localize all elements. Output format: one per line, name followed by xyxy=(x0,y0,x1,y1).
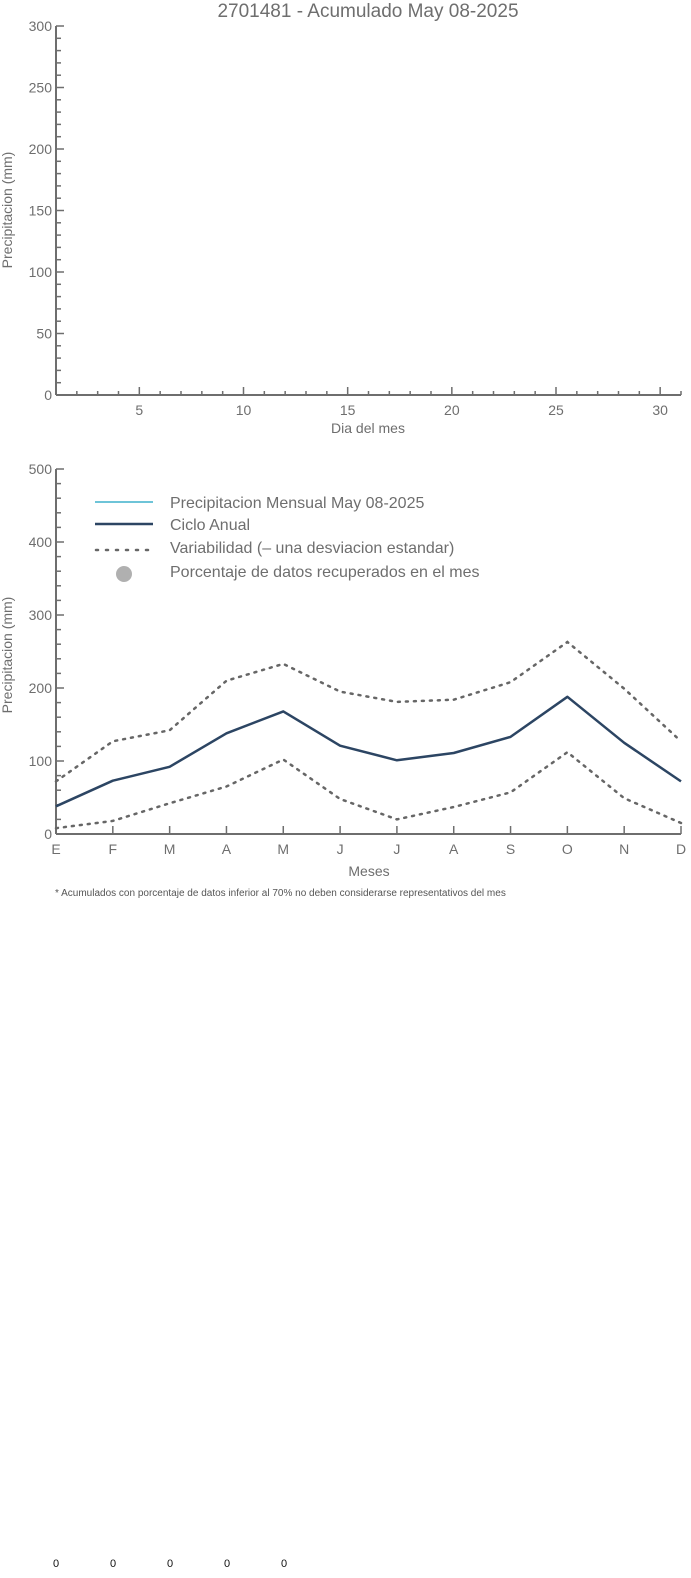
y-tick-label: 300 xyxy=(29,607,53,623)
x-tick-label: 30 xyxy=(652,402,668,418)
y-tick-label: 100 xyxy=(29,264,53,280)
bottom-value: 0 xyxy=(167,1558,173,1570)
x-axis-label: Dia del mes xyxy=(331,420,405,436)
x-tick-label: 10 xyxy=(236,402,252,418)
y-tick-label: 0 xyxy=(44,387,52,403)
footnote: * Acumulados con porcentaje de datos inf… xyxy=(55,888,506,899)
y-tick-label: 400 xyxy=(29,534,53,550)
legend-item-monthly: Precipitacion Mensual May 08-2025 xyxy=(95,495,424,512)
axes: 0 50 100 150 200 250 300 5 10 15 20 25 30 xyxy=(29,18,682,418)
x-tick-label: 5 xyxy=(135,402,143,418)
legend-item-variability: Variabilidad (– una desviacion estandar) xyxy=(94,540,454,557)
x-tick-label: J xyxy=(393,841,400,857)
x-tick-label: 25 xyxy=(548,402,564,418)
y-tick-label: 200 xyxy=(29,141,53,157)
legend-swatch xyxy=(116,566,132,582)
daily-chart: 2701481 - Acumulado May 08-2025 Precipit… xyxy=(0,1,682,436)
x-axis-label-monthly: Meses xyxy=(348,863,389,879)
y-tick-label: 250 xyxy=(29,80,53,96)
y-tick-label: 500 xyxy=(29,461,53,477)
legend-label: Precipitacion Mensual May 08-2025 xyxy=(170,495,424,512)
x-tick-label: F xyxy=(109,841,118,857)
variability-lower-line xyxy=(54,750,683,830)
legend: Precipitacion Mensual May 08-2025 Ciclo A… xyxy=(94,495,480,582)
axes-monthly: 0 100 200 300 400 500 E F M A M J J A S O N D xyxy=(29,461,686,857)
bottom-value: 0 xyxy=(281,1558,287,1570)
series-group xyxy=(54,640,683,830)
x-tick-label: M xyxy=(277,841,289,857)
x-tick-label: S xyxy=(506,841,515,857)
variability-upper-line xyxy=(54,640,683,783)
x-tick-label: J xyxy=(337,841,344,857)
x-tick-label: E xyxy=(51,841,60,857)
x-tick-label: D xyxy=(676,841,686,857)
y-tick-label: 150 xyxy=(29,203,53,219)
legend-label: Variabilidad (– una desviacion estandar) xyxy=(170,540,454,557)
y-axis-label: Precipitacion (mm) xyxy=(0,152,15,269)
bottom-values-row: 0 0 0 0 0 xyxy=(53,1558,287,1570)
x-tick-label: 20 xyxy=(444,402,460,418)
bottom-value: 0 xyxy=(224,1558,230,1570)
x-tick-label: N xyxy=(619,841,629,857)
bottom-value: 0 xyxy=(110,1558,116,1570)
x-tick-label: M xyxy=(164,841,176,857)
x-tick-label: A xyxy=(449,841,459,857)
y-tick-label: 50 xyxy=(36,326,52,342)
monthly-chart: Precipitacion (mm) Meses 0 100 200 300 400 50… xyxy=(0,461,686,879)
legend-label: Ciclo Anual xyxy=(170,517,250,534)
legend-label: Porcentaje de datos recuperados en el me… xyxy=(170,564,480,581)
x-tick-label: A xyxy=(222,841,232,857)
y-tick-label: 0 xyxy=(44,826,52,842)
y-tick-label: 300 xyxy=(29,18,53,34)
y-axis-label-monthly: Precipitacion (mm) xyxy=(0,597,15,714)
chart-title: 2701481 - Acumulado May 08-2025 xyxy=(217,1,518,22)
x-tick-label: 15 xyxy=(340,402,356,418)
y-tick-label: 200 xyxy=(29,680,53,696)
annual-cycle-line xyxy=(55,695,682,808)
legend-item-recovered: Porcentaje de datos recuperados en el me… xyxy=(116,564,480,582)
bottom-value: 0 xyxy=(53,1558,59,1570)
y-tick-label: 100 xyxy=(29,753,53,769)
legend-item-cycle: Ciclo Anual xyxy=(95,517,250,534)
x-tick-label: O xyxy=(562,841,573,857)
